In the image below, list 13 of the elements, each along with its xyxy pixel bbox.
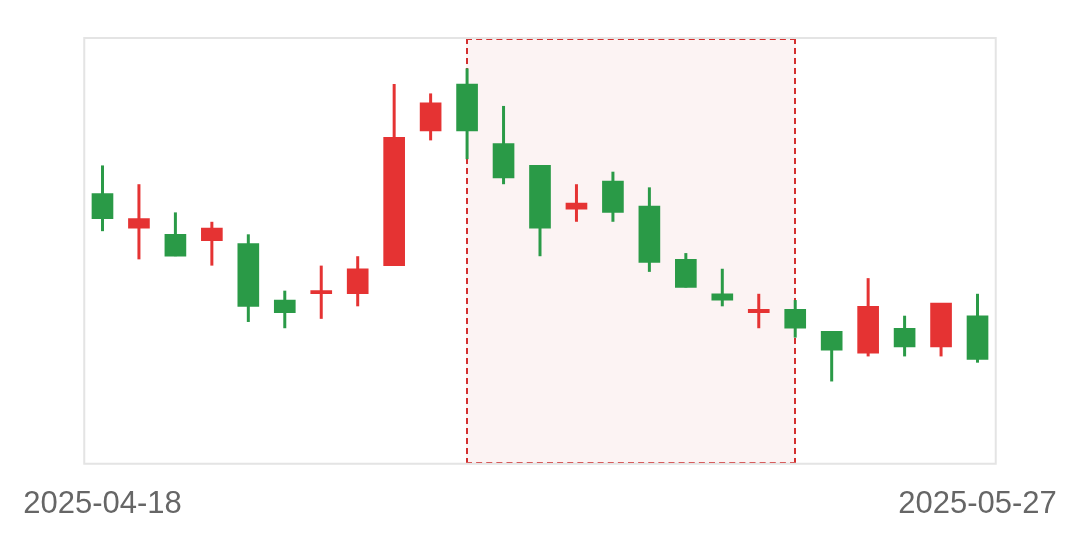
candlestick bbox=[273, 290, 296, 330]
x-tick-label: 2025-05-27 bbox=[898, 484, 1057, 520]
x-tick-label: 2025-04-18 bbox=[23, 484, 182, 520]
candlestick bbox=[310, 265, 333, 319]
candlestick bbox=[820, 331, 843, 382]
candlestick bbox=[893, 315, 916, 357]
candlestick bbox=[784, 300, 807, 338]
candlestick bbox=[747, 292, 770, 330]
candlestick bbox=[201, 220, 223, 266]
candlestick bbox=[565, 184, 588, 222]
candlestick bbox=[711, 268, 734, 307]
candlestick bbox=[128, 184, 150, 260]
candlestick bbox=[164, 212, 187, 258]
